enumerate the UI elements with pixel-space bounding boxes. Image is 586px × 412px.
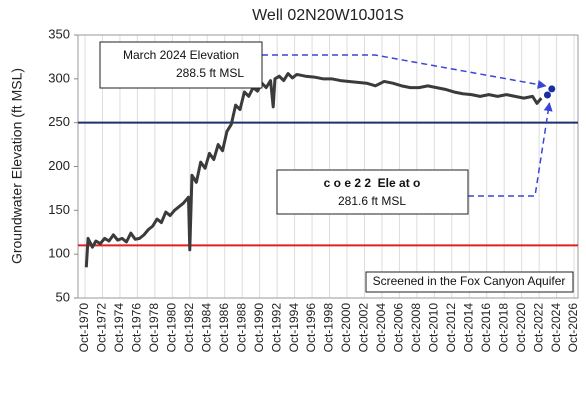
x-tick-label: Oct-2016 (479, 303, 493, 353)
x-tick-label: Oct-1984 (199, 303, 213, 353)
x-tick-label: Oct-2022 (531, 303, 545, 353)
x-tick-label: Oct-1988 (234, 303, 248, 353)
x-tick-label: Oct-2008 (409, 303, 423, 353)
x-tick-label: Oct-1974 (112, 303, 126, 353)
x-tick-label: Oct-1996 (304, 303, 318, 353)
x-tick-label: Oct-1970 (77, 303, 91, 353)
x-tick-label: Oct-2000 (339, 303, 353, 353)
annotation-text: c o e 2 2 Ele at o (324, 176, 421, 190)
x-tick-label: Oct-2010 (427, 303, 441, 353)
x-tick-label: Oct-2006 (392, 303, 406, 353)
x-tick-label: Oct-1972 (95, 303, 109, 353)
annotation-arrow (468, 102, 553, 197)
y-tick-label: 200 (48, 158, 70, 173)
data-point (548, 85, 556, 93)
plot-frame (77, 34, 579, 299)
x-tick-label: Oct-2024 (549, 303, 563, 353)
x-tick-label: Oct-1986 (217, 303, 231, 353)
x-tick-label: Oct-2002 (357, 303, 371, 353)
x-tick-label: Oct-1994 (287, 303, 301, 353)
x-tick-label: Oct-2012 (444, 303, 458, 353)
x-tick-label: Oct-1992 (269, 303, 283, 353)
annotation-text: 288.5 ft MSL (176, 66, 244, 80)
x-tick-label: Oct-1978 (147, 303, 161, 353)
annotation-arrow (262, 54, 547, 89)
x-tick-label: Oct-2004 (374, 303, 388, 353)
x-tick-label: Oct-1990 (252, 303, 266, 353)
y-tick-label: 150 (48, 202, 70, 217)
y-tick-label: 350 (48, 26, 70, 41)
data-point (543, 91, 551, 99)
annotation-box (276, 169, 469, 215)
x-tick-label: Oct-2020 (514, 303, 528, 353)
y-tick-label: 50 (56, 289, 70, 304)
annotation-text: Screened in the Fox Canyon Aquifer (373, 274, 566, 288)
x-tick-label: Oct-2026 (566, 303, 580, 353)
x-tick-label: Oct-2018 (496, 303, 510, 353)
y-tick-label: 250 (48, 114, 70, 129)
annotation-text: March 2024 Elevation (123, 48, 239, 62)
x-tick-label: Oct-1982 (182, 303, 196, 353)
y-tick-label: 100 (48, 246, 70, 261)
y-tick-label: 300 (48, 70, 70, 85)
x-tick-label: Oct-1976 (130, 303, 144, 353)
chart-title: Well 02N20W10J01S (252, 7, 404, 24)
x-tick-label: Oct-1980 (164, 303, 178, 353)
x-tick-label: Oct-2014 (461, 303, 475, 353)
annotation-box (99, 41, 263, 89)
y-axis-label: Groundwater Elevation (ft MSL) (9, 68, 25, 264)
x-tick-label: Oct-1998 (322, 303, 336, 353)
annotation-box (365, 271, 574, 293)
annotation-text: 281.6 ft MSL (338, 194, 406, 208)
